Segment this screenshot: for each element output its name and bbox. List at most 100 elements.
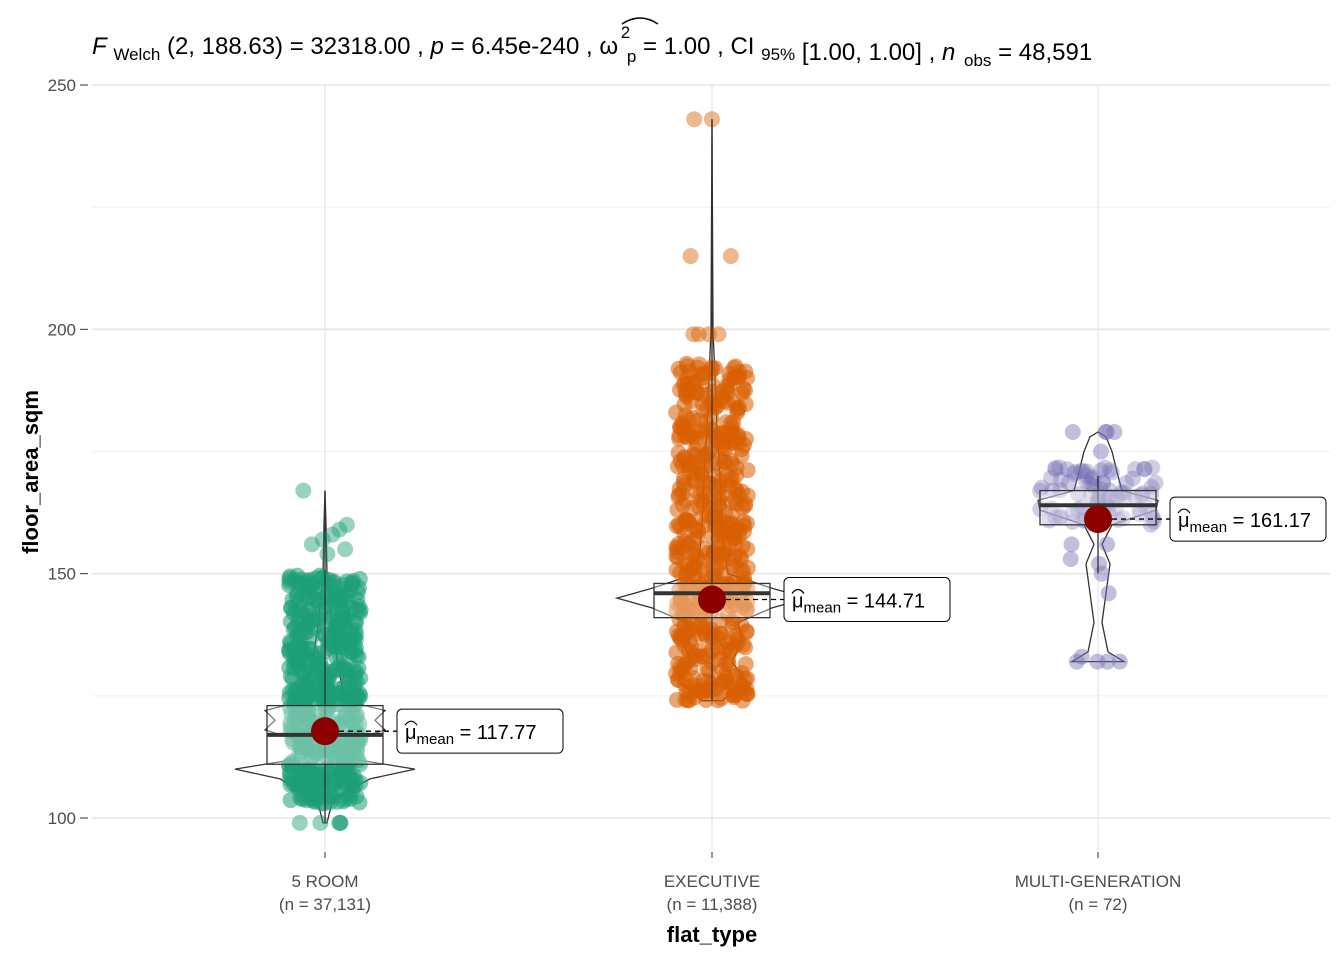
data-point <box>1094 474 1111 491</box>
outlier-point <box>690 326 707 343</box>
x-tick-count: (n = 11,388) <box>667 895 758 914</box>
outlier-point <box>1092 443 1109 460</box>
data-point <box>1127 488 1144 505</box>
x-tick-labels: 5 ROOM (n = 37,131) EXECUTIVE (n = 11,388) M… <box>279 852 1181 914</box>
subtitle-effsize-value: 1.00 <box>664 33 711 60</box>
outlier-point <box>338 516 355 533</box>
mean-label-symbol: μ <box>405 722 417 744</box>
data-point <box>1061 474 1078 491</box>
data-point <box>734 384 751 401</box>
outlier-point <box>1093 565 1110 582</box>
data-point <box>1082 475 1099 492</box>
y-tick-label: 100 <box>48 809 76 828</box>
data-point <box>669 691 686 708</box>
data-point <box>1144 459 1161 476</box>
mean-hat <box>1177 508 1191 514</box>
data-point <box>1118 475 1135 492</box>
data-point <box>1053 471 1070 488</box>
y-tick-label: 200 <box>48 320 76 339</box>
data-point <box>738 623 755 640</box>
outlier-point <box>314 531 331 548</box>
x-tick-count: (n = 37,131) <box>279 895 371 914</box>
mean-label: μmean = 161.17 <box>1178 510 1311 536</box>
data-point <box>728 495 745 512</box>
data-point <box>723 452 740 469</box>
data-point <box>1051 459 1068 476</box>
data-point <box>736 574 753 591</box>
mean-label-value: = 144.71 <box>841 591 925 613</box>
data-point <box>288 627 305 644</box>
data-point <box>1108 489 1125 506</box>
x-tick-count: (n = 72) <box>1068 895 1127 914</box>
outlier-point <box>1064 423 1081 440</box>
data-point <box>684 458 701 475</box>
data-point <box>332 685 349 702</box>
data-point <box>721 371 738 388</box>
data-point <box>1064 504 1081 521</box>
subtitle-ci-label: CI <box>730 33 754 60</box>
data-point <box>1134 485 1151 502</box>
outlier-point <box>1073 648 1090 665</box>
effsize-hat <box>621 17 659 25</box>
data-point <box>715 673 732 690</box>
x-tick-label: EXECUTIVE <box>664 872 760 891</box>
y-tick-labels: 100 150 200 250 <box>48 76 88 828</box>
outlier-point <box>685 326 702 343</box>
data-point <box>1075 463 1092 480</box>
data-point <box>348 614 365 631</box>
data-point <box>684 561 701 578</box>
outlier-point <box>303 536 320 553</box>
data-point <box>723 527 740 544</box>
subtitle-stat-subscript: Welch <box>113 45 160 64</box>
outlier-point <box>1073 463 1090 480</box>
data-point <box>1110 511 1127 528</box>
mean-point <box>311 717 339 746</box>
data-point <box>281 699 298 716</box>
mean-hat <box>791 588 805 594</box>
data-point <box>290 593 307 610</box>
data-point <box>729 404 746 421</box>
outlier-point <box>332 814 349 831</box>
outlier-point <box>722 248 739 265</box>
data-point <box>300 612 317 629</box>
data-point <box>282 792 299 809</box>
data-point <box>282 613 299 630</box>
outlier-point <box>1068 653 1085 670</box>
data-point <box>719 606 736 623</box>
subtitle-statistic: 32318.00 <box>310 33 410 60</box>
data-point <box>314 591 331 608</box>
data-point <box>691 626 708 643</box>
data-point <box>1100 489 1117 506</box>
data-point <box>314 779 331 796</box>
data-point <box>1093 462 1110 479</box>
data-point <box>1103 464 1120 481</box>
data-point <box>304 577 321 594</box>
subtitle-n-sub: obs <box>964 51 991 70</box>
data-point <box>676 676 693 693</box>
x-tick-label: MULTI-GENERATION <box>1015 872 1182 891</box>
data-point <box>1095 474 1112 491</box>
data-point <box>347 771 364 788</box>
data-point <box>1066 463 1083 480</box>
data-point <box>714 383 731 400</box>
mean-label: μmean = 144.71 <box>792 591 925 617</box>
data-point <box>1066 465 1083 482</box>
data-point <box>668 548 685 565</box>
data-point <box>739 487 756 504</box>
data-point <box>305 790 322 807</box>
outlier-point <box>291 814 308 831</box>
data-point <box>1051 509 1068 526</box>
data-point <box>1043 469 1060 486</box>
data-point <box>704 558 721 575</box>
data-point <box>720 656 737 673</box>
outlier-point <box>1099 536 1116 553</box>
subtitle-effsize-symbol: ω <box>599 33 618 60</box>
data-point <box>288 684 305 701</box>
data-point <box>318 762 335 779</box>
data-point <box>680 652 697 669</box>
data-point <box>735 678 752 695</box>
data-point <box>1092 480 1109 497</box>
data-point <box>1115 510 1132 527</box>
